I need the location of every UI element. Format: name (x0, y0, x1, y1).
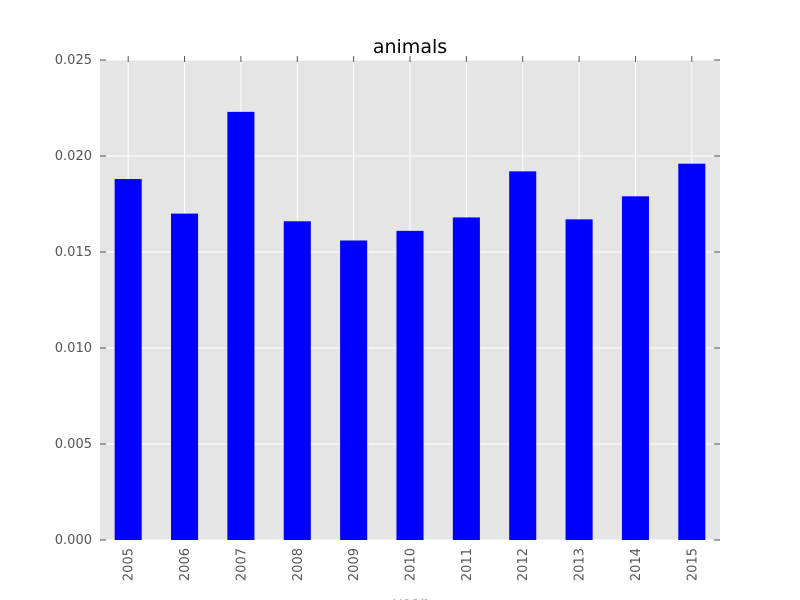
y-tick-label: 0.000 (55, 533, 92, 548)
x-tick-label: 2006 (178, 548, 193, 581)
x-tick-label: 2008 (291, 548, 306, 581)
y-tick-label: 0.005 (55, 437, 92, 452)
bar-2012 (509, 171, 537, 541)
x-tick-label: 2015 (685, 548, 700, 581)
x-tick-label: 2012 (516, 548, 531, 581)
x-tick-label: 2005 (122, 548, 137, 581)
bar-2013 (565, 219, 593, 541)
y-tick-label: 0.010 (55, 341, 92, 356)
bar-2011 (452, 217, 480, 540)
bars (114, 111, 706, 541)
bar-2007 (227, 111, 255, 540)
bar-2008 (283, 221, 311, 540)
x-tick-label: 2010 (404, 548, 419, 581)
bar-2010 (396, 230, 424, 540)
y-tick-label: 0.015 (55, 245, 92, 260)
y-tick-labels: 0.000 0.005 0.010 0.015 0.020 0.025 (55, 53, 92, 548)
x-tick-label: 2007 (234, 548, 249, 581)
bar-2015 (678, 163, 706, 540)
tick-marks (100, 56, 720, 541)
x-tick-label: 2009 (347, 548, 362, 581)
bar-2006 (171, 213, 199, 540)
y-tick-label: 0.020 (55, 149, 92, 164)
bar-2005 (114, 179, 142, 541)
y-tick-label: 0.025 (55, 53, 92, 68)
bar-2014 (621, 196, 649, 540)
x-tick-label: 2013 (573, 548, 588, 581)
x-axis-label: year (393, 594, 427, 600)
bar-2009 (340, 240, 368, 541)
x-tick-labels: 2005 2006 2007 2008 2009 2010 2011 2012 2013 2014… (122, 548, 701, 581)
chart-title: animals (373, 36, 447, 58)
x-tick-label: 2014 (629, 548, 644, 581)
x-tick-label: 2011 (460, 548, 475, 581)
